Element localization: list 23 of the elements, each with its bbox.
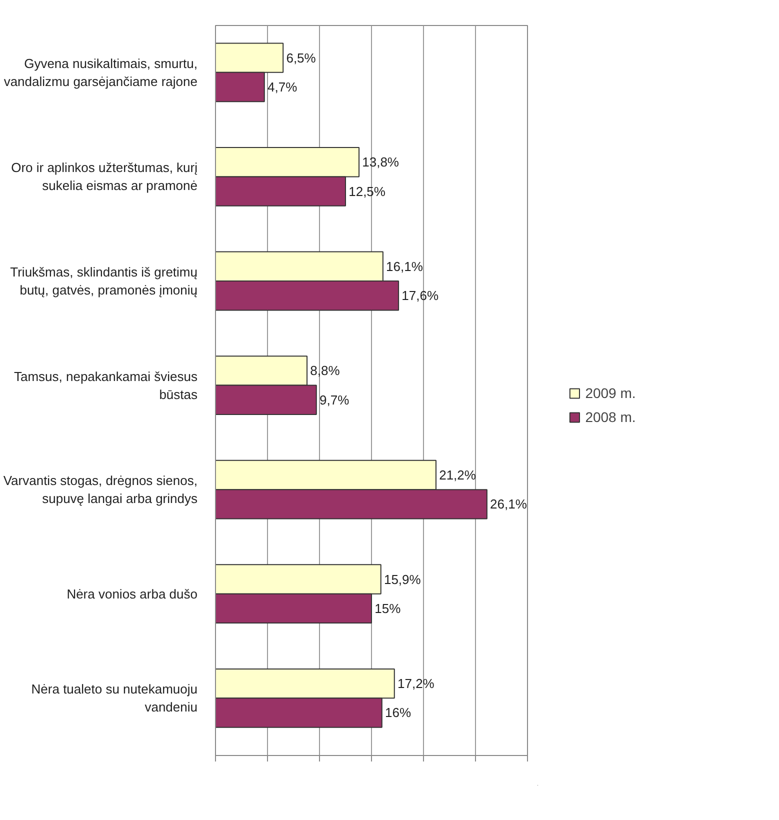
- y-tick-label: Nėra vonios arba dušo: [66, 586, 198, 602]
- y-tick-label: Nėra tualeto su nutekamuoju vandeniu: [31, 682, 198, 715]
- data-label: 17,2%: [398, 676, 435, 692]
- data-label: 26,1%: [490, 496, 528, 512]
- data-label: 16%: [385, 705, 412, 720]
- data-label: 9,7%: [320, 392, 350, 408]
- data-label: 8,8%: [310, 363, 340, 378]
- data-label: 12,5%: [348, 184, 386, 199]
- data-label: 4,7%: [268, 80, 298, 95]
- y-tick-label: Triukšmas, sklindantis iš gretimų butų, gatvės, pramonės įmonių: [10, 264, 198, 298]
- data-label: 15,9%: [384, 572, 422, 587]
- y-tick-label: Oro ir aplinkos užterštumas, kurį sukelia eismas ar pramonė: [11, 160, 198, 194]
- data-label: 13,8%: [362, 154, 400, 170]
- y-tick-label: Varvantis stogas, drėgnos sienos, supuvę langai arba grindys: [3, 473, 198, 506]
- legend-label: 2008 m.: [585, 409, 636, 425]
- y-tick-label: Tamsus, nepakankamai šviesus būstas: [14, 368, 198, 402]
- legend-label: 2009 m.: [585, 385, 636, 401]
- data-label: 15%: [374, 600, 402, 616]
- data-label: 16,1%: [386, 258, 424, 274]
- data-label: 17,6%: [402, 288, 439, 304]
- data-label: 6,5%: [286, 50, 316, 66]
- y-tick-label: Gyvena nusikaltimais, smurtu, vandalizmu garsėjančiame rajone: [4, 56, 198, 89]
- data-label: 21,2%: [439, 467, 476, 482]
